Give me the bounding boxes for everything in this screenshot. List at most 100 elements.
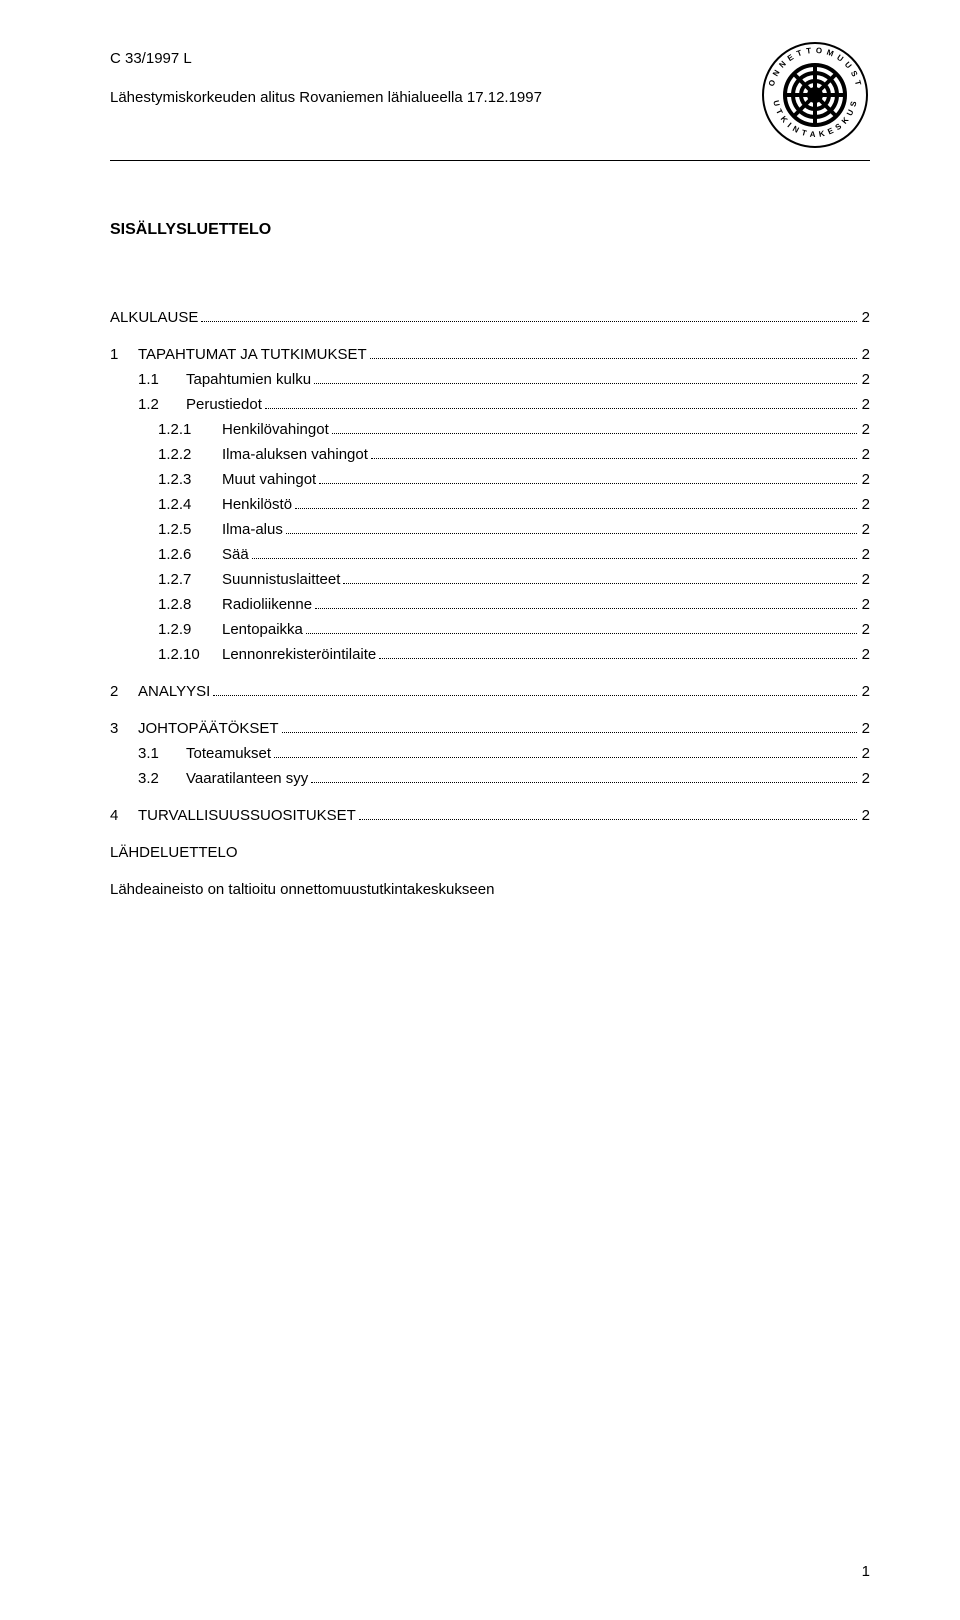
toc-entry-number: 1.2.4 xyxy=(158,496,222,513)
toc-entry-page: 2 xyxy=(860,421,870,438)
toc-entry: 1.2.9Lentopaikka 2 xyxy=(110,621,870,638)
toc-entry-text: Lennonrekisteröintilaite xyxy=(222,646,376,663)
toc-leader-dots xyxy=(371,458,857,459)
toc-entry: 1.2.7Suunnistuslaitteet 2 xyxy=(110,571,870,588)
toc-leader-dots xyxy=(295,508,857,509)
toc-entry-text: Ilma-alus xyxy=(222,521,283,538)
toc-entry-page: 2 xyxy=(860,770,870,787)
toc-entry: 1.2.4Henkilöstö 2 xyxy=(110,496,870,513)
after-toc-block: LÄHDELUETTELOLähdeaineisto on taltioitu … xyxy=(110,844,870,898)
toc-entry-number: 3.1 xyxy=(138,745,186,762)
toc-entry-number: 1.2.7 xyxy=(158,571,222,588)
toc-entry-page: 2 xyxy=(860,546,870,563)
toc-leader-dots xyxy=(379,658,856,659)
toc-entry: 1.2.1Henkilövahingot 2 xyxy=(110,421,870,438)
toc-entry-page: 2 xyxy=(860,683,870,700)
toc-entry-text: Vaaratilanteen syy xyxy=(186,770,308,787)
toc-entry: 2ANALYYSI2 xyxy=(110,683,870,700)
toc-entry-text: Henkilöstö xyxy=(222,496,292,513)
toc-entry: 1.2.10Lennonrekisteröintilaite 2 xyxy=(110,646,870,663)
after-toc-line: LÄHDELUETTELO xyxy=(110,844,870,861)
toc-heading: SISÄLLYSLUETTELO xyxy=(110,221,870,239)
toc-leader-dots xyxy=(213,695,856,696)
toc-leader-dots xyxy=(201,321,856,322)
toc-entry-page: 2 xyxy=(860,621,870,638)
toc-entry-page: 2 xyxy=(860,346,870,363)
table-of-contents: ALKULAUSE21TAPAHTUMAT JA TUTKIMUKSET21.1… xyxy=(110,309,870,824)
toc-leader-dots xyxy=(370,358,857,359)
toc-entry-number: 3 xyxy=(110,720,138,737)
toc-entry-page: 2 xyxy=(860,807,870,824)
toc-entry-page: 2 xyxy=(860,446,870,463)
toc-entry-number: 1.1 xyxy=(138,371,186,388)
toc-leader-dots xyxy=(314,383,857,384)
toc-entry: 1.1Tapahtumien kulku 2 xyxy=(110,371,870,388)
toc-entry-number: 1.2.10 xyxy=(158,646,222,663)
header-left: C 33/1997 L Lähestymiskorkeuden alitus R… xyxy=(110,50,750,116)
document-title: Lähestymiskorkeuden alitus Rovaniemen lä… xyxy=(110,89,750,106)
toc-entry: 1.2Perustiedot 2 xyxy=(110,396,870,413)
toc-entry-page: 2 xyxy=(860,745,870,762)
toc-entry-text: TURVALLISUUSSUOSITUKSET xyxy=(138,807,356,824)
agency-logo-icon: O N N E T T O M U U S T U T K I N T A K … xyxy=(760,40,870,150)
page: C 33/1997 L Lähestymiskorkeuden alitus R… xyxy=(0,0,960,1620)
toc-entry-page: 2 xyxy=(860,571,870,588)
toc-entry-page: 2 xyxy=(860,471,870,488)
toc-entry: 1.2.5Ilma-alus 2 xyxy=(110,521,870,538)
toc-entry-page: 2 xyxy=(860,646,870,663)
toc-leader-dots xyxy=(274,757,857,758)
toc-entry-page: 2 xyxy=(860,596,870,613)
page-header: C 33/1997 L Lähestymiskorkeuden alitus R… xyxy=(110,50,870,150)
toc-entry-number: 1.2.6 xyxy=(158,546,222,563)
toc-entry: 1TAPAHTUMAT JA TUTKIMUKSET2 xyxy=(110,346,870,363)
toc-entry-text: Ilma-aluksen vahingot xyxy=(222,446,368,463)
toc-entry-text: Radioliikenne xyxy=(222,596,312,613)
toc-entry: 3.2Vaaratilanteen syy 2 xyxy=(110,770,870,787)
toc-entry-number: 1.2.1 xyxy=(158,421,222,438)
toc-entry: 1.2.3Muut vahingot2 xyxy=(110,471,870,488)
toc-leader-dots xyxy=(311,782,856,783)
toc-entry-text: TAPAHTUMAT JA TUTKIMUKSET xyxy=(138,346,367,363)
toc-entry-text: Toteamukset xyxy=(186,745,271,762)
toc-entry-page: 2 xyxy=(860,309,870,326)
toc-entry: ALKULAUSE 2 xyxy=(110,309,870,326)
toc-leader-dots xyxy=(265,408,857,409)
toc-leader-dots xyxy=(286,533,857,534)
header-rule xyxy=(110,160,870,161)
toc-entry: 3.1Toteamukset 2 xyxy=(110,745,870,762)
toc-entry-text: Muut vahingot xyxy=(222,471,316,488)
toc-entry-text: ALKULAUSE xyxy=(110,309,198,326)
toc-entry: 1.2.2Ilma-aluksen vahingot 2 xyxy=(110,446,870,463)
toc-entry: 3JOHTOPÄÄTÖKSET2 xyxy=(110,720,870,737)
toc-entry-number: 4 xyxy=(110,807,138,824)
toc-entry-text: ANALYYSI xyxy=(138,683,210,700)
logo-wrap: O N N E T T O M U U S T U T K I N T A K … xyxy=(750,40,870,150)
toc-entry-page: 2 xyxy=(860,521,870,538)
toc-entry-number: 3.2 xyxy=(138,770,186,787)
toc-entry-text: Henkilövahingot xyxy=(222,421,329,438)
document-code: C 33/1997 L xyxy=(110,50,750,67)
toc-entry-page: 2 xyxy=(860,496,870,513)
toc-entry: 4TURVALLISUUSSUOSITUKSET 2 xyxy=(110,807,870,824)
toc-leader-dots xyxy=(359,819,857,820)
toc-entry-number: 1.2 xyxy=(138,396,186,413)
toc-entry-number: 2 xyxy=(110,683,138,700)
toc-entry-number: 1.2.9 xyxy=(158,621,222,638)
toc-entry-number: 1.2.8 xyxy=(158,596,222,613)
toc-entry-text: Suunnistuslaitteet xyxy=(222,571,340,588)
toc-entry-text: Sää xyxy=(222,546,249,563)
toc-entry-number: 1.2.5 xyxy=(158,521,222,538)
toc-entry-text: Perustiedot xyxy=(186,396,262,413)
toc-leader-dots xyxy=(315,608,857,609)
toc-entry-text: Lentopaikka xyxy=(222,621,303,638)
toc-leader-dots xyxy=(332,433,857,434)
toc-entry-text: JOHTOPÄÄTÖKSET xyxy=(138,720,279,737)
toc-entry-number: 1.2.2 xyxy=(158,446,222,463)
page-number: 1 xyxy=(862,1563,870,1580)
toc-leader-dots xyxy=(343,583,856,584)
toc-entry-text: Tapahtumien kulku xyxy=(186,371,311,388)
toc-leader-dots xyxy=(252,558,857,559)
toc-entry-page: 2 xyxy=(860,371,870,388)
toc-leader-dots xyxy=(306,633,857,634)
toc-entry-page: 2 xyxy=(860,396,870,413)
